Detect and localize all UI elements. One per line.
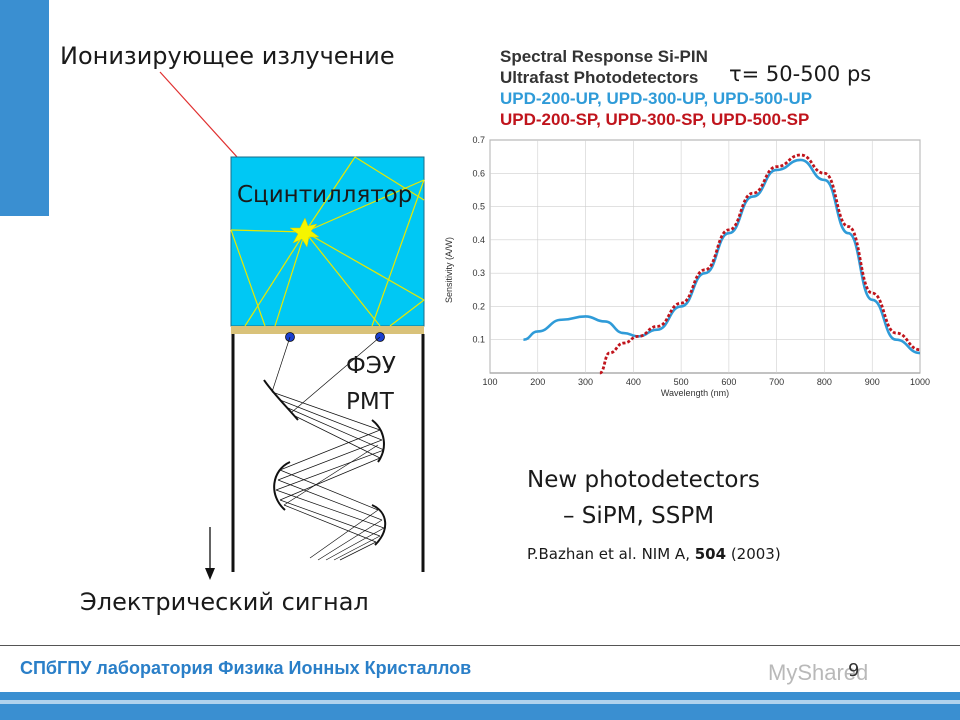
scintillator-label: Сцинтиллятор [237,182,413,208]
chart-title-line-2: Ultrafast Photodetectors [500,68,698,87]
plot-frame [489,139,921,374]
footer-accent-stripe [0,700,960,704]
footer-lab-name: СПбГПУ лаборатория Физика Ионных Кристал… [20,658,472,678]
reference-citation: P.Bazhan et al. NIM A, 504 (2003) [527,545,781,563]
series-line-sp [599,153,921,375]
pmt-label-ru: ФЭУ [346,353,396,379]
y-tick-label: 0.7 [472,135,485,145]
spectral-response-chart: Spectral Response Si-PIN Ultrafast Photo… [444,47,930,398]
legend-line-up: UPD-200-UP, UPD-300-UP, UPD-500-UP [500,89,812,108]
x-tick-label: 1000 [910,377,930,387]
new-photodetectors-line-2: – SiPM, SSPM [563,503,715,529]
x-tick-label: 900 [865,377,880,387]
y-axis-label: Sensitivity (A/W) [444,237,454,303]
tau-label: τ= 50-500 ps [729,62,872,86]
y-tick-label: 0.4 [472,235,485,245]
legend-line-sp: UPD-200-SP, UPD-300-SP, UPD-500-SP [500,110,809,129]
y-tick-label: 0.2 [472,301,485,311]
footer-accent-bar [0,692,960,720]
reference-volume: 504 [694,545,727,563]
x-tick-label: 100 [482,377,497,387]
x-axis-label: Wavelength (nm) [661,388,729,398]
pmt-label-en: PMT [346,389,394,415]
x-tick-label: 200 [530,377,545,387]
new-photodetectors-line-1: New photodetectors [527,467,760,493]
y-tick-label: 0.1 [472,335,485,345]
page-number: 9 [848,660,860,681]
series-line-up [523,158,921,355]
light-guide [231,326,424,334]
reference-suffix: (2003) [726,545,781,563]
dynode-chain [263,379,387,546]
y-tick-label: 0.3 [472,268,485,278]
scintillation-light-rays [230,156,425,327]
accent-side-bar [0,0,49,216]
x-tick-label: 300 [578,377,593,387]
watermark-logo: MyShared [768,660,869,685]
y-tick-label: 0.6 [472,168,485,178]
ionizing-radiation-label: Ионизирующее излучение [60,42,395,70]
x-tick-label: 700 [769,377,784,387]
electron-trajectories [271,336,385,561]
x-tick-label: 800 [817,377,832,387]
signal-arrow-head-icon [205,568,215,580]
scintillation-flash-icon [289,217,320,248]
x-tick-label: 400 [626,377,641,387]
y-tick-label: 0.5 [472,202,485,212]
x-tick-label: 500 [674,377,689,387]
x-tick-label: 600 [721,377,736,387]
electric-signal-label: Электрический сигнал [80,588,369,616]
scintillator-pmt-diagram [159,71,425,580]
reference-prefix: P.Bazhan et al. NIM A, [527,545,695,563]
chart-title-line-1: Spectral Response Si-PIN [500,47,708,66]
footer-divider [0,645,960,646]
